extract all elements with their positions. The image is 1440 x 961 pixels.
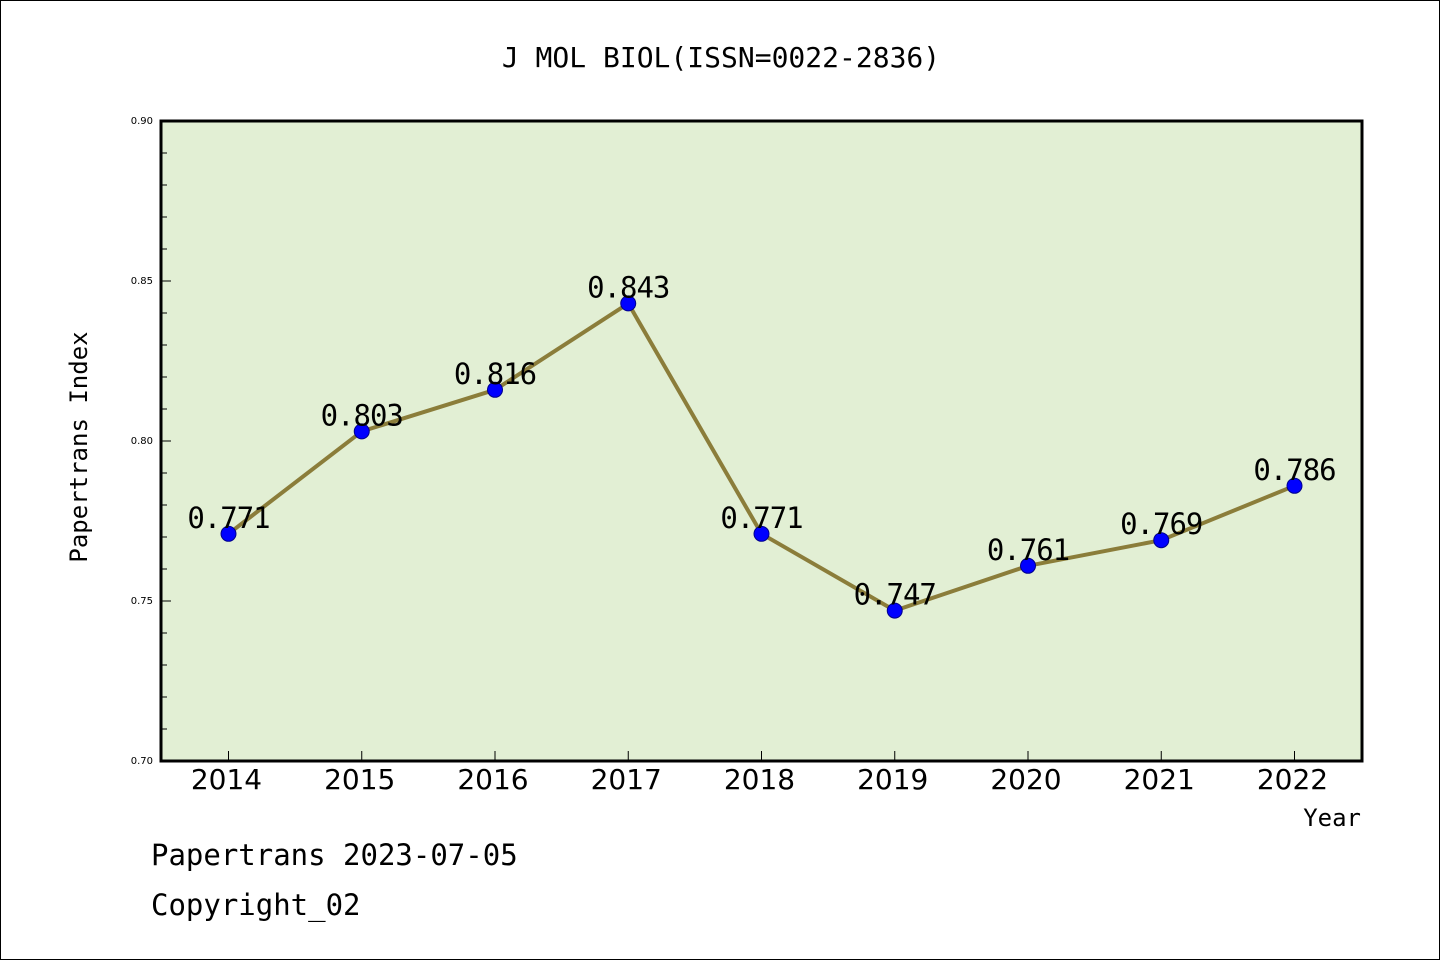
- data-point: [620, 295, 637, 312]
- y-tick-label: 0.90: [131, 116, 153, 127]
- x-tick-label: 2018: [724, 763, 795, 796]
- x-tick-label: 2014: [191, 763, 262, 796]
- data-label: 0.843: [587, 270, 669, 304]
- y-tick-label: 0.70: [131, 756, 153, 767]
- plot-border: [159, 119, 1364, 763]
- footer-date-text: Papertrans 2023-07-05: [151, 838, 518, 872]
- x-tick-label: 2017: [591, 763, 662, 796]
- x-tick-label: 2020: [990, 763, 1061, 796]
- footer-copyright-text: Copyright_02: [151, 888, 361, 923]
- data-point: [753, 525, 770, 542]
- data-label: 0.803: [321, 398, 403, 432]
- x-tick-label: 2019: [857, 763, 928, 796]
- x-tick-label: 2016: [457, 763, 528, 796]
- data-label: 0.769: [1120, 507, 1202, 541]
- data-point: [1153, 532, 1170, 549]
- data-labels-layer: 0.771 0.803 0.816 0.843 0.771 0.747 0.761 0.769…: [187, 270, 1336, 612]
- data-point: [1286, 477, 1303, 494]
- x-tick-label: 2021: [1124, 763, 1195, 796]
- y-tick-label: 0.75: [131, 596, 153, 607]
- x-axis: 2014 2015 2016 2017 2018 2019 2020 2021 2022: [191, 751, 1328, 796]
- y-axis-title: Papertrans Index: [65, 331, 93, 562]
- data-label: 0.771: [720, 501, 802, 535]
- x-tick-label: 2022: [1257, 763, 1328, 796]
- data-label: 0.761: [987, 533, 1069, 567]
- data-label: 0.816: [454, 357, 536, 391]
- data-point: [220, 525, 237, 542]
- data-label: 0.786: [1253, 453, 1335, 487]
- x-tick-label: 2015: [324, 763, 395, 796]
- data-label: 0.771: [187, 501, 269, 535]
- y-tick-label: 0.85: [131, 276, 153, 287]
- y-tick-label: 0.80: [131, 436, 153, 447]
- data-label: 0.747: [854, 578, 936, 612]
- data-point: [886, 602, 903, 619]
- data-point: [353, 423, 370, 440]
- data-point: [1020, 557, 1036, 574]
- plot-area: [161, 121, 1362, 761]
- x-axis-title: Year: [1303, 804, 1361, 832]
- chart-title: J MOL BIOL(ISSN=0022-2836): [502, 41, 940, 74]
- series-layer: [220, 295, 1303, 619]
- data-point: [487, 381, 503, 398]
